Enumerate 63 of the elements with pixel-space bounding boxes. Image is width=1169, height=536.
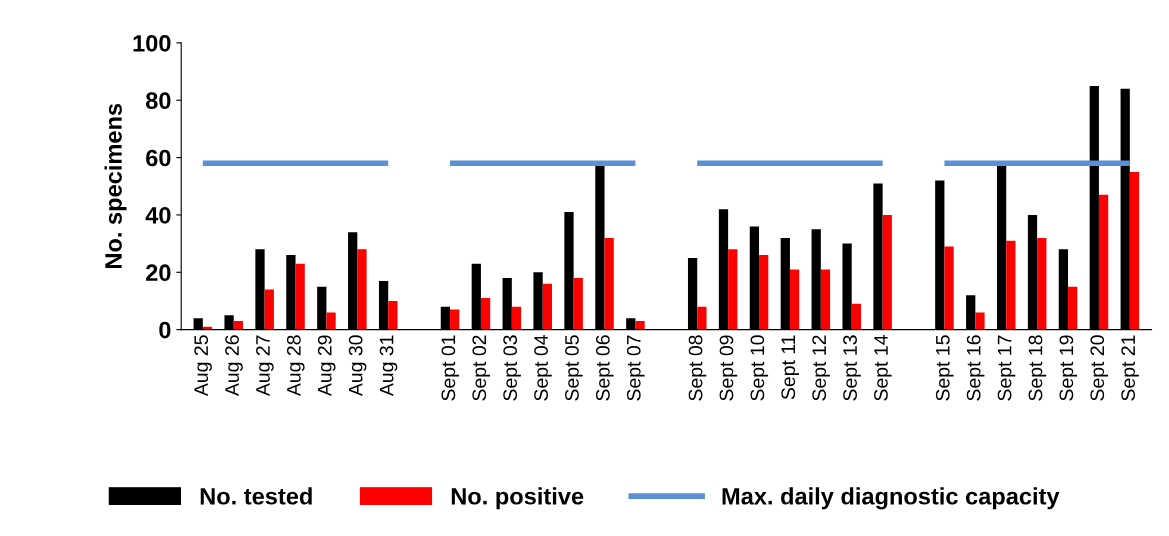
bar [295, 263, 305, 330]
bar [480, 298, 491, 330]
x-tick-label: Sept 07 [626, 335, 645, 401]
x-tick-label: Sept 05 [565, 335, 583, 401]
y-tick-label: 40 [145, 207, 171, 224]
x-tick-label: Sept 10 [750, 335, 769, 401]
x-tick-label: Sept 17 [997, 335, 1016, 401]
bar [264, 289, 274, 330]
x-tick-label: Sept 04 [534, 335, 552, 401]
x-tick-label: Sept 01 [441, 335, 460, 401]
x-tick-label: Sept 12 [812, 335, 830, 401]
bar [573, 278, 583, 330]
bar [975, 312, 985, 330]
bar [511, 306, 522, 330]
x-tick-label: Sept 21 [1121, 335, 1139, 401]
x-tick-label: Sept 09 [719, 335, 738, 401]
x-tick-label: Sept 20 [1090, 335, 1108, 401]
bar [882, 214, 892, 330]
x-tick-label: Sept 13 [843, 335, 861, 401]
bar [388, 300, 398, 330]
y-tick-label: 100 [133, 34, 171, 52]
y-tick-label: 60 [146, 149, 171, 167]
bar [697, 306, 707, 330]
bar [326, 312, 336, 330]
y-tick-label: 20 [146, 264, 171, 282]
bar [604, 237, 614, 330]
x-tick-label: Aug 27 [256, 335, 274, 397]
bar [542, 283, 552, 330]
legend-label: No. tested [200, 487, 312, 505]
bar [759, 255, 769, 330]
x-tick-label: Aug 30 [348, 335, 367, 397]
x-tick-label: Sept 02 [472, 335, 490, 401]
x-tick-label: Aug 29 [317, 335, 336, 397]
bar [851, 303, 861, 330]
x-tick-label: Sept 14 [874, 335, 892, 401]
x-tick-label: Aug 31 [379, 335, 398, 397]
legend-label: Max. daily diagnostic capacity [722, 487, 1060, 510]
x-tick-label: Aug 28 [286, 335, 305, 397]
bar [820, 269, 831, 330]
bar [728, 249, 738, 330]
x-tick-label: Sept 08 [688, 335, 707, 401]
bar [1037, 237, 1047, 330]
x-tick-label: Sept 19 [1059, 335, 1078, 401]
bar [944, 246, 954, 330]
y-axis-title: No. specimens [104, 103, 127, 268]
x-tick-label: Sept 15 [935, 335, 954, 401]
x-tick-label: Sept 18 [1028, 335, 1047, 401]
bar [1006, 240, 1016, 330]
y-tick-label: 80 [145, 92, 171, 110]
bar [1068, 286, 1078, 330]
bar [1098, 194, 1109, 330]
x-tick-label: Sept 03 [503, 335, 521, 401]
bar [789, 269, 800, 330]
legend-label: No. positive [451, 487, 584, 510]
x-tick-label: Aug 25 [194, 335, 212, 397]
bar [357, 249, 367, 330]
x-tick-label: Sept 06 [595, 335, 614, 401]
bar [1129, 171, 1140, 330]
bar [450, 309, 460, 330]
y-tick-label: 0 [159, 321, 171, 339]
x-tick-label: Aug 26 [225, 335, 243, 397]
x-tick-label: Sept 16 [966, 335, 985, 401]
x-tick-label: Sept 11 [781, 335, 799, 400]
